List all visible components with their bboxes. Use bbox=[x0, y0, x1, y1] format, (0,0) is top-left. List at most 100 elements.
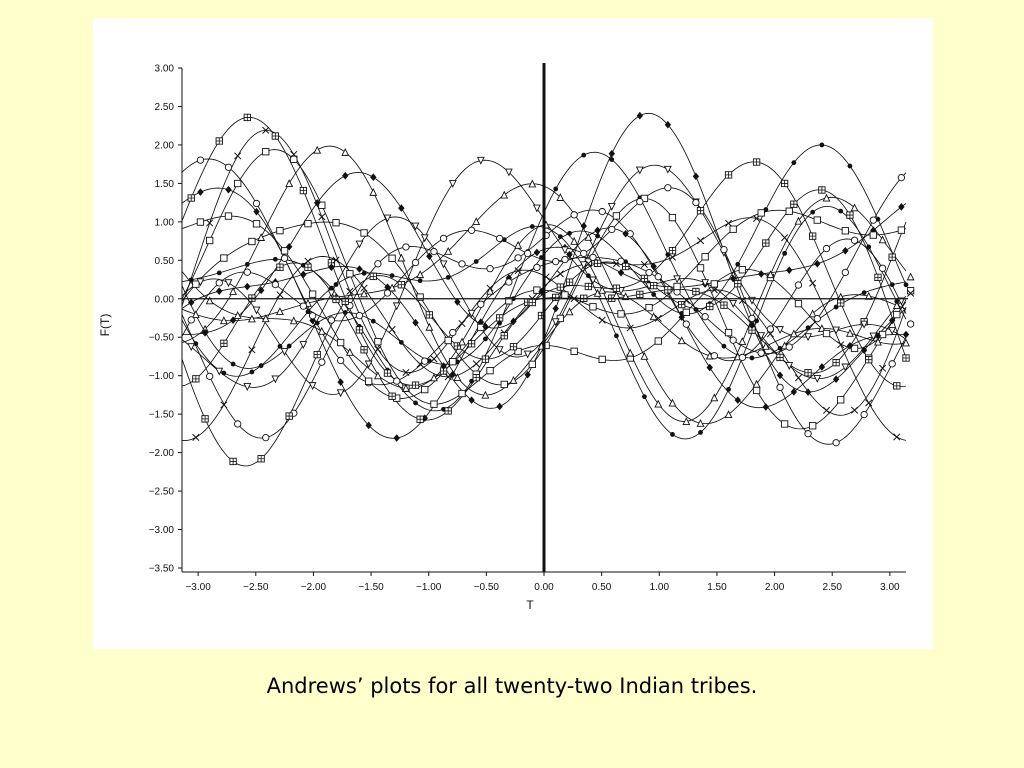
marker-dot bbox=[838, 208, 844, 214]
marker-x bbox=[696, 237, 705, 245]
marker-triangle-down bbox=[888, 327, 897, 335]
marker-square-plus-cross bbox=[398, 281, 405, 288]
marker-circle bbox=[327, 316, 336, 324]
marker-square bbox=[262, 148, 270, 156]
marker-x bbox=[766, 330, 774, 338]
marker-triangle bbox=[794, 216, 803, 225]
marker-triangle bbox=[430, 373, 438, 382]
marker-circle bbox=[598, 207, 606, 216]
marker-square-plus-cross bbox=[804, 369, 812, 376]
marker-square-plus-cross bbox=[557, 283, 564, 291]
marker-dot bbox=[221, 370, 227, 376]
marker-triangle bbox=[789, 329, 798, 338]
marker-dot bbox=[805, 325, 811, 331]
marker-square-plus-cross bbox=[416, 416, 424, 423]
marker-circle bbox=[383, 289, 392, 297]
marker-triangle-down bbox=[271, 375, 280, 384]
y-tick-label: 1.50 bbox=[155, 179, 175, 190]
marker-square bbox=[780, 420, 789, 428]
marker-circle bbox=[215, 279, 223, 287]
marker-dot bbox=[342, 310, 348, 315]
marker-x bbox=[206, 219, 214, 227]
x-tick-label: −2.50 bbox=[243, 582, 269, 593]
marker-triangle-down bbox=[757, 332, 766, 341]
marker-triangle bbox=[677, 336, 686, 345]
marker-triangle-down bbox=[196, 278, 205, 287]
marker-triangle bbox=[514, 240, 523, 249]
marker-dot bbox=[894, 298, 900, 304]
marker-triangle bbox=[313, 145, 322, 154]
marker-triangle-down bbox=[523, 350, 532, 359]
marker-triangle-down bbox=[252, 306, 261, 315]
marker-square bbox=[224, 212, 233, 220]
marker-square-plus-cross bbox=[613, 285, 620, 292]
marker-square-plus-cross bbox=[192, 375, 200, 383]
marker-diamond bbox=[729, 274, 737, 283]
marker-circle bbox=[729, 336, 737, 344]
x-tick-label: 3.00 bbox=[880, 582, 900, 593]
marker-square bbox=[822, 329, 831, 338]
marker-square bbox=[500, 380, 508, 389]
marker-diamond bbox=[370, 173, 377, 182]
marker-diamond bbox=[786, 266, 793, 274]
marker-circle bbox=[878, 264, 887, 272]
marker-square bbox=[561, 291, 569, 299]
marker-square-plus-cross bbox=[664, 286, 672, 293]
series-markers bbox=[187, 165, 897, 391]
marker-circle bbox=[421, 357, 429, 365]
marker-dot bbox=[216, 270, 222, 276]
marker-triangle bbox=[397, 253, 406, 262]
marker-square bbox=[360, 229, 368, 237]
marker-diamond bbox=[398, 204, 405, 212]
marker-circle bbox=[308, 312, 317, 320]
marker-diamond bbox=[594, 226, 601, 235]
marker-triangle-down bbox=[701, 279, 710, 288]
marker-square bbox=[673, 282, 681, 291]
marker-circle bbox=[449, 328, 457, 337]
marker-diamond bbox=[197, 188, 204, 196]
marker-triangle bbox=[458, 337, 466, 346]
marker-x bbox=[907, 289, 915, 297]
marker-triangle-down bbox=[280, 347, 289, 356]
marker-square-plus-cross bbox=[594, 260, 601, 267]
marker-square-plus-cross bbox=[412, 381, 419, 389]
marker-square bbox=[701, 253, 709, 261]
marker-x bbox=[444, 373, 452, 381]
marker-circle bbox=[262, 434, 270, 442]
marker-diamond bbox=[300, 270, 307, 279]
marker-triangle-down bbox=[776, 326, 784, 335]
marker-square bbox=[654, 337, 662, 345]
series-markers bbox=[202, 142, 909, 369]
marker-dot bbox=[230, 361, 236, 367]
marker-square-plus-cross bbox=[650, 282, 657, 289]
marker-x bbox=[781, 234, 789, 242]
marker-square-plus-cross bbox=[360, 346, 368, 353]
marker-dot bbox=[791, 160, 797, 166]
marker-square bbox=[416, 293, 424, 301]
marker-square bbox=[570, 347, 578, 355]
marker-triangle bbox=[902, 338, 910, 347]
marker-circle bbox=[533, 263, 541, 272]
marker-triangle-down bbox=[813, 375, 822, 383]
marker-diamond bbox=[440, 362, 447, 370]
marker-triangle-down bbox=[589, 276, 597, 285]
y-tick-label: 3.00 bbox=[155, 64, 175, 75]
marker-triangle bbox=[874, 337, 882, 346]
marker-triangle bbox=[205, 296, 214, 305]
marker-circle bbox=[897, 174, 906, 182]
marker-triangle bbox=[822, 193, 831, 202]
marker-square-plus-cross bbox=[776, 354, 784, 361]
marker-triangle bbox=[565, 307, 574, 316]
marker-circle bbox=[748, 314, 756, 323]
marker-square-plus-cross bbox=[244, 114, 251, 121]
marker-circle bbox=[524, 249, 532, 258]
marker-circle bbox=[869, 216, 878, 224]
x-tick-label: −3.00 bbox=[185, 582, 211, 593]
marker-square bbox=[598, 355, 606, 364]
marker-square-plus-cross bbox=[426, 311, 433, 319]
marker-triangle-down bbox=[561, 246, 569, 255]
marker-dot bbox=[244, 262, 250, 267]
marker-diamond bbox=[664, 120, 672, 129]
marker-triangle bbox=[373, 371, 382, 380]
marker-circle bbox=[860, 410, 868, 419]
